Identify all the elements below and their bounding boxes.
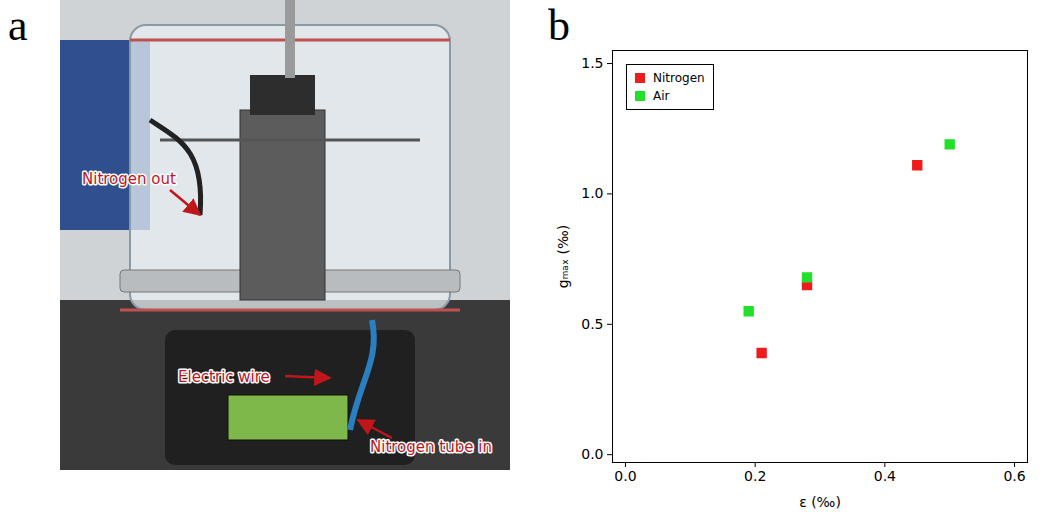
svg-text:Electric wire: Electric wire — [178, 368, 270, 386]
svg-text:Nitrogen out: Nitrogen out — [82, 170, 176, 188]
svg-text:1.0: 1.0 — [581, 185, 603, 201]
html-text:Air: Air — [653, 89, 670, 103]
html-text:Nitrogen: Nitrogen — [653, 71, 705, 85]
svg-text:gₘₐₓ (‰): gₘₐₓ (‰) — [555, 225, 571, 288]
svg-text:0.0: 0.0 — [614, 468, 636, 484]
svg-text:0.0: 0.0 — [581, 446, 603, 462]
svg-text:1.5: 1.5 — [581, 55, 603, 71]
svg-text:ε (‰): ε (‰) — [799, 494, 841, 510]
html-text:a: a — [8, 1, 28, 50]
svg-text:0.6: 0.6 — [1003, 468, 1025, 484]
svg-text:0.2: 0.2 — [744, 468, 766, 484]
html-text:b: b — [548, 1, 570, 50]
svg-text:0.5: 0.5 — [581, 316, 603, 332]
svg-text:0.4: 0.4 — [874, 468, 896, 484]
svg-text:Nitrogen tube in: Nitrogen tube in — [370, 438, 492, 456]
